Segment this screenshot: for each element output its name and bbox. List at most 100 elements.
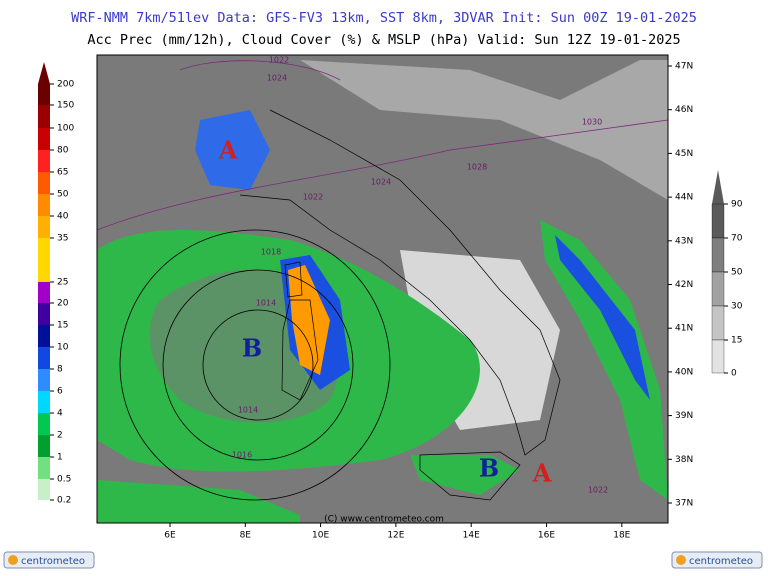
colorbar-label: 20	[57, 299, 69, 309]
colorbar-label: 6	[57, 387, 63, 397]
lat-label: 38N	[675, 455, 693, 465]
header-line2: Acc Prec (mm/12h), Cloud Cover (%) & MSL…	[87, 32, 680, 48]
lat-label: 41N	[675, 324, 693, 334]
colorbar-swatch	[38, 105, 50, 128]
pressure-center: A	[218, 136, 238, 165]
isobar-label: 1014	[256, 299, 276, 308]
pressure-center: B	[479, 454, 499, 483]
colorbar-label: 50	[731, 268, 743, 278]
precip-area	[555, 235, 650, 400]
colorbar-label: 65	[57, 168, 68, 178]
precip-area	[97, 480, 300, 523]
colorbar-swatch	[711, 203, 725, 239]
lat-label: 46N	[675, 105, 693, 115]
logo-text: centrometeo	[21, 556, 85, 567]
lat-label: 47N	[675, 62, 693, 72]
colorbar-label: 2	[57, 431, 63, 441]
colorbar-label: 150	[57, 101, 74, 111]
colorbar-label: 50	[57, 190, 69, 200]
logo-icon	[8, 555, 18, 565]
isobar-label: 1016	[232, 451, 252, 460]
isobar-label: 1030	[582, 118, 602, 127]
isobar-label: 1022	[588, 486, 608, 495]
lon-label: 8E	[240, 531, 252, 541]
colorbar-swatch	[38, 172, 50, 194]
colorbar-label: 0	[731, 369, 737, 379]
lon-label: 14E	[463, 531, 480, 541]
lon-label: 10E	[312, 531, 329, 541]
colorbar-swatch	[711, 339, 725, 374]
lon-label: 6E	[164, 531, 176, 541]
colorbar-swatch	[711, 305, 725, 341]
colorbar-swatch	[38, 216, 50, 238]
colorbar-swatch	[38, 282, 50, 303]
colorbar-arrow	[38, 62, 50, 84]
logo-box	[671, 551, 763, 569]
colorbar-swatch	[38, 128, 50, 150]
lat-label: 37N	[675, 499, 693, 509]
isobar-label: 1014	[238, 406, 258, 415]
colorbar-label: 10	[57, 343, 69, 353]
colorbar-swatch	[38, 413, 50, 435]
colorbar-label: 30	[731, 302, 743, 312]
colorbar-label: 8	[57, 365, 63, 375]
lat-label: 43N	[675, 236, 693, 246]
colorbar-swatch	[38, 369, 50, 391]
isobar-label: 1024	[371, 178, 391, 187]
colorbar-label: 40	[57, 212, 69, 222]
lat-label: 44N	[675, 193, 693, 203]
precip-area	[288, 265, 330, 375]
colorbar-swatch	[38, 150, 50, 172]
colorbar-swatch	[38, 303, 50, 325]
colorbar-swatch	[38, 347, 50, 369]
colorbar-label: 35	[57, 234, 68, 244]
isobar-label: 1028	[467, 163, 487, 172]
isobar-label: 1018	[261, 248, 281, 257]
colorbar-swatch	[38, 391, 50, 413]
isobars	[96, 60, 669, 501]
colorbar-label: 1	[57, 453, 63, 463]
colorbar-swatch	[711, 271, 725, 307]
colorbar-swatch	[711, 237, 725, 273]
pressure-center: A	[532, 459, 552, 488]
colorbar-label: 0.5	[57, 475, 71, 485]
lon-label: 12E	[387, 531, 404, 541]
lat-label: 42N	[675, 280, 693, 290]
credit: (C) www.centrometeo.com	[324, 515, 444, 525]
colorbar-label: 4	[57, 409, 63, 419]
colorbar-swatch	[38, 457, 50, 479]
map	[96, 54, 669, 524]
precip-area	[410, 455, 520, 495]
colorbar-label: 25	[57, 278, 68, 288]
pressure-center: B	[242, 334, 262, 363]
colorbar-label: 0.2	[57, 496, 71, 506]
colorbar-arrow	[712, 170, 724, 204]
colorbar-swatch	[38, 238, 50, 282]
colorbar-swatch	[38, 435, 50, 457]
colorbar-label: 100	[57, 124, 74, 134]
colorbar-label: 90	[731, 200, 743, 210]
lon-label: 18E	[613, 531, 630, 541]
colorbar-label: 200	[57, 80, 74, 90]
header-line1: WRF-NMM 7km/51lev Data: GFS-FV3 13km, SS…	[71, 10, 697, 26]
lat-label: 45N	[675, 149, 693, 159]
colorbar-label: 15	[57, 321, 68, 331]
map-frame	[96, 54, 669, 524]
colorbar-label: 70	[731, 234, 743, 244]
lon-label: 16E	[538, 531, 555, 541]
precip-area	[540, 220, 668, 500]
colorbar-swatch	[38, 84, 50, 105]
colorbar-swatch	[38, 194, 50, 216]
lat-label: 39N	[675, 411, 693, 421]
precip-area	[195, 110, 270, 190]
logo-icon	[676, 555, 686, 565]
lat-label: 40N	[675, 367, 693, 377]
logo-box	[3, 551, 95, 569]
isobar-label: 1022	[269, 56, 289, 65]
isobar-label: 1024	[267, 74, 287, 83]
coastlines	[239, 109, 561, 501]
colorbar-swatch	[38, 479, 50, 500]
colorbar-label: 15	[731, 336, 742, 346]
logo-text: centrometeo	[689, 556, 753, 567]
